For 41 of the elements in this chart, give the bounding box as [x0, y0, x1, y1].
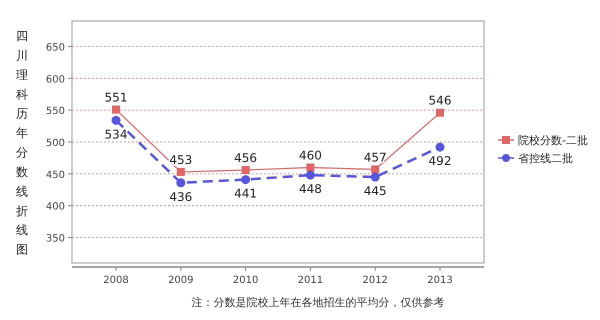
- data-label: 534: [104, 127, 128, 142]
- point: [241, 175, 250, 184]
- y-tick-label: 600: [46, 74, 65, 86]
- legend-label: 院校分数-二批: [518, 134, 588, 147]
- y-tick-label: 650: [46, 42, 65, 54]
- y-tick-label: 550: [46, 106, 65, 118]
- point: [112, 106, 120, 114]
- y-tick-label: 400: [46, 202, 65, 213]
- point: [306, 170, 315, 180]
- data-label: 492: [428, 154, 452, 168]
- x-tick-label: 2011: [298, 275, 324, 286]
- data-label: 456: [234, 151, 258, 166]
- point: [371, 165, 380, 174]
- point: [176, 168, 185, 176]
- y-tick-label: 350: [46, 234, 65, 245]
- x-tick-label: 2012: [362, 275, 388, 286]
- point: [436, 142, 444, 152]
- x-tick-label: 2008: [103, 275, 129, 286]
- y-tick-label: 500: [46, 138, 65, 149]
- data-label: 457: [364, 150, 387, 164]
- point: [306, 163, 314, 172]
- legend-label: 省控线二批: [518, 152, 573, 165]
- point: [112, 116, 120, 125]
- point: [176, 178, 186, 188]
- data-label: 441: [234, 186, 258, 201]
- data-label: 546: [428, 94, 452, 108]
- point: [242, 166, 250, 174]
- x-tick-label: 2010: [232, 275, 258, 286]
- data-label: 448: [298, 182, 322, 196]
- data-label: 551: [104, 90, 128, 105]
- y-tick-label: 450: [46, 170, 65, 181]
- data-label: 460: [298, 148, 322, 162]
- data-label: 436: [169, 190, 192, 204]
- point: [370, 172, 380, 182]
- text: 注：分数是院校上年在各地招生的平均分，仅供参考: [192, 296, 444, 309]
- point: [436, 108, 444, 117]
- text: 四川理科历年分数线折线图: [16, 29, 28, 257]
- x-tick-label: 2013: [427, 275, 453, 286]
- data-label: 445: [364, 184, 387, 198]
- x-tick-label: 2009: [168, 275, 194, 286]
- data-label: 453: [169, 152, 192, 167]
